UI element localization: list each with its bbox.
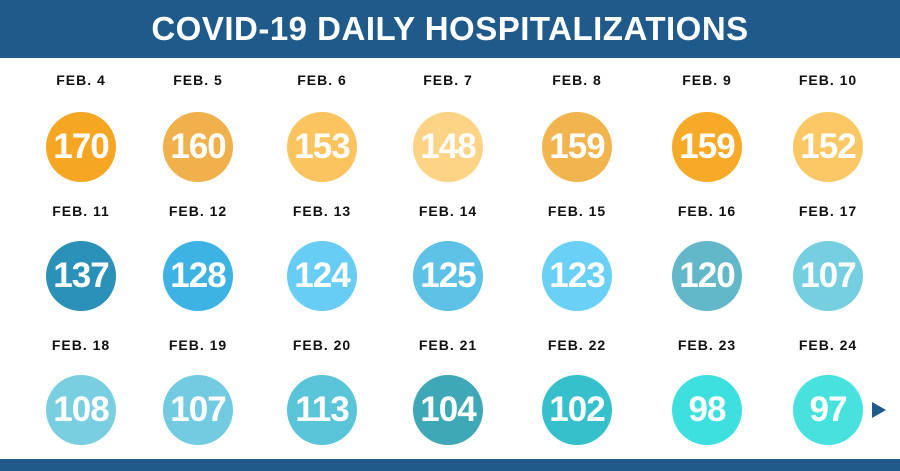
hospitalization-count-value: 123 (549, 256, 605, 295)
footer-bar (0, 459, 900, 471)
hospitalization-count-circle: 107 (163, 375, 233, 445)
day-date-label: FEB. 6 (297, 72, 347, 88)
day-date-label: FEB. 15 (547, 203, 607, 219)
hospitalization-count-value: 160 (170, 127, 226, 166)
day-date-label: FEB. 19 (168, 337, 228, 353)
hospitalization-count-value: 97 (809, 390, 848, 429)
day-date-label: FEB. 16 (677, 203, 737, 219)
hospitalization-count-circle: 170 (46, 112, 116, 182)
hospitalization-count-value: 152 (800, 127, 856, 166)
hospitalization-count-value: 125 (420, 256, 476, 295)
hospitalization-count-circle: 123 (542, 241, 612, 311)
day-date-label: FEB. 21 (418, 337, 478, 353)
day-date-label: FEB. 14 (418, 203, 478, 219)
hospitalization-count-circle: 124 (287, 241, 357, 311)
day-date-label: FEB. 20 (292, 337, 352, 353)
day-date-label: FEB. 23 (677, 337, 737, 353)
hospitalization-count-value: 120 (679, 256, 735, 295)
hospitalization-count-circle: 137 (46, 241, 116, 311)
day-date-label: FEB. 24 (798, 337, 858, 353)
day-date-label: FEB. 13 (292, 203, 352, 219)
day-date-label: FEB. 9 (682, 72, 732, 88)
hospitalization-count-value: 159 (679, 127, 735, 166)
day-date-label: FEB. 7 (423, 72, 473, 88)
hospitalization-count-circle: 102 (542, 375, 612, 445)
page-title: COVID-19 DAILY HOSPITALIZATIONS (151, 10, 749, 47)
day-date-label: FEB. 17 (798, 203, 858, 219)
hospitalization-count-circle: 159 (672, 112, 742, 182)
hospitalization-count-value: 159 (549, 127, 605, 166)
hospitalization-count-value: 124 (294, 256, 350, 295)
hospitalization-count-value: 153 (294, 127, 350, 166)
day-date-label: FEB. 18 (51, 337, 111, 353)
hospitalization-count-circle: 104 (413, 375, 483, 445)
hospitalization-count-value: 128 (170, 256, 226, 295)
day-date-label: FEB. 12 (168, 203, 228, 219)
hospitalization-count-circle: 97 (793, 375, 863, 445)
hospitalization-count-circle: 120 (672, 241, 742, 311)
day-date-label: FEB. 4 (56, 72, 106, 88)
hospitalization-count-value: 108 (53, 390, 109, 429)
hospitalization-count-value: 107 (800, 256, 856, 295)
hospitalization-count-value: 104 (420, 390, 476, 429)
hospitalization-count-value: 107 (170, 390, 226, 429)
hospitalization-count-circle: 160 (163, 112, 233, 182)
hospitalization-count-circle: 107 (793, 241, 863, 311)
hospitalization-count-circle: 113 (287, 375, 357, 445)
hospitalization-count-circle: 128 (163, 241, 233, 311)
day-date-label: FEB. 10 (798, 72, 858, 88)
day-date-label: FEB. 5 (173, 72, 223, 88)
hospitalization-count-value: 113 (295, 390, 349, 429)
hospitalization-count-circle: 108 (46, 375, 116, 445)
hospitalization-count-circle: 125 (413, 241, 483, 311)
hospitalization-count-circle: 152 (793, 112, 863, 182)
day-date-label: FEB. 22 (547, 337, 607, 353)
hospitalization-count-circle: 153 (287, 112, 357, 182)
day-date-label: FEB. 8 (552, 72, 602, 88)
hospitalization-count-value: 137 (53, 256, 109, 295)
hospitalization-count-circle: 98 (672, 375, 742, 445)
arrow-right-icon (872, 402, 886, 418)
day-date-label: FEB. 11 (52, 203, 110, 219)
hospitalization-count-circle: 148 (413, 112, 483, 182)
hospitalization-count-value: 102 (549, 390, 605, 429)
hospitalization-count-value: 98 (688, 390, 727, 429)
hospitalization-count-circle: 159 (542, 112, 612, 182)
header-banner: COVID-19 DAILY HOSPITALIZATIONS (0, 0, 900, 58)
hospitalization-count-value: 170 (53, 127, 109, 166)
hospitalization-count-value: 148 (420, 127, 476, 166)
